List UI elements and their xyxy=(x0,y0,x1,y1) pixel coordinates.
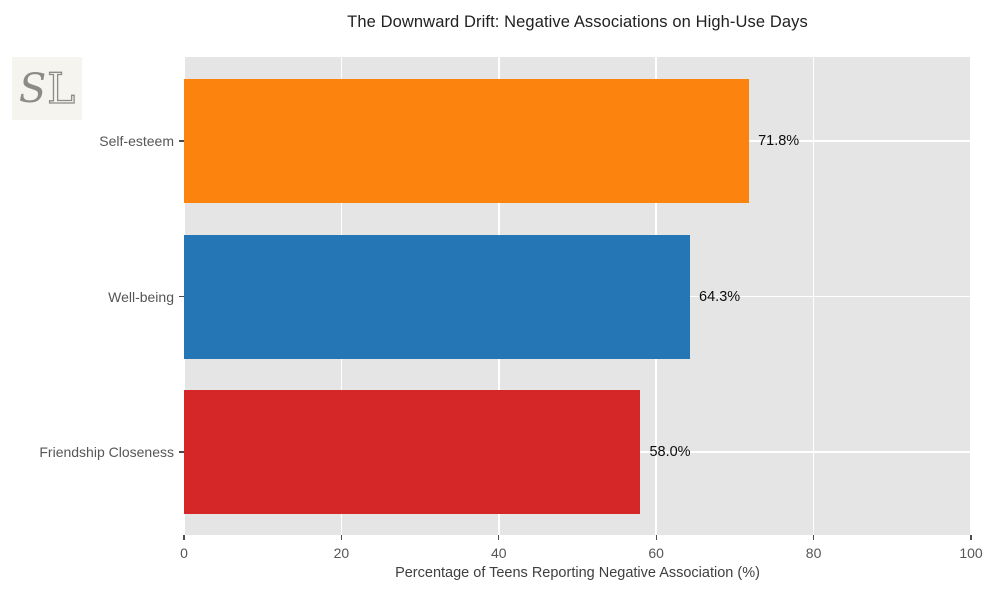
x-tick-mark xyxy=(340,535,342,540)
x-tick-label: 80 xyxy=(805,545,822,561)
bar-value-label: 58.0% xyxy=(649,444,691,460)
gridline-vertical xyxy=(970,57,972,535)
y-tick-mark xyxy=(179,451,184,453)
bar-value-label: 64.3% xyxy=(699,288,741,305)
x-tick-label: 20 xyxy=(333,545,350,561)
plot-area: 0 20 40 60 80 100 71.8% Self-esteem 64.3% Well-be… xyxy=(39,57,983,561)
x-tick-mark xyxy=(813,535,815,540)
logo-letter-s: S xyxy=(18,65,47,112)
x-tick-label: 0 xyxy=(180,545,188,561)
y-tick-label-self-esteem: Self-esteem xyxy=(99,133,174,149)
logo-letter-l: L xyxy=(47,63,76,113)
y-tick-label-friendship-closeness: Friendship Closeness xyxy=(39,444,174,460)
x-tick-label: 40 xyxy=(491,545,507,561)
x-tick-label: 100 xyxy=(959,545,983,561)
x-tick-mark xyxy=(970,535,972,540)
bar-value-label: 71.8% xyxy=(758,133,800,149)
y-tick-label-well-being: Well-being xyxy=(108,288,174,305)
x-axis-label: Percentage of Teens Reporting Negative A… xyxy=(395,565,760,581)
x-tick-label: 60 xyxy=(648,545,664,561)
bar-friendship-closeness xyxy=(184,390,641,514)
y-tick-mark xyxy=(179,140,184,142)
bar-well-being xyxy=(184,234,691,359)
x-tick-mark xyxy=(498,535,500,540)
x-tick-mark xyxy=(183,535,185,540)
y-tick-mark xyxy=(179,295,184,298)
logo: S L xyxy=(12,57,82,120)
chart-title: The Downward Drift: Negative Association… xyxy=(347,13,808,31)
bar-self-esteem xyxy=(184,79,750,203)
x-tick-mark xyxy=(655,535,657,540)
